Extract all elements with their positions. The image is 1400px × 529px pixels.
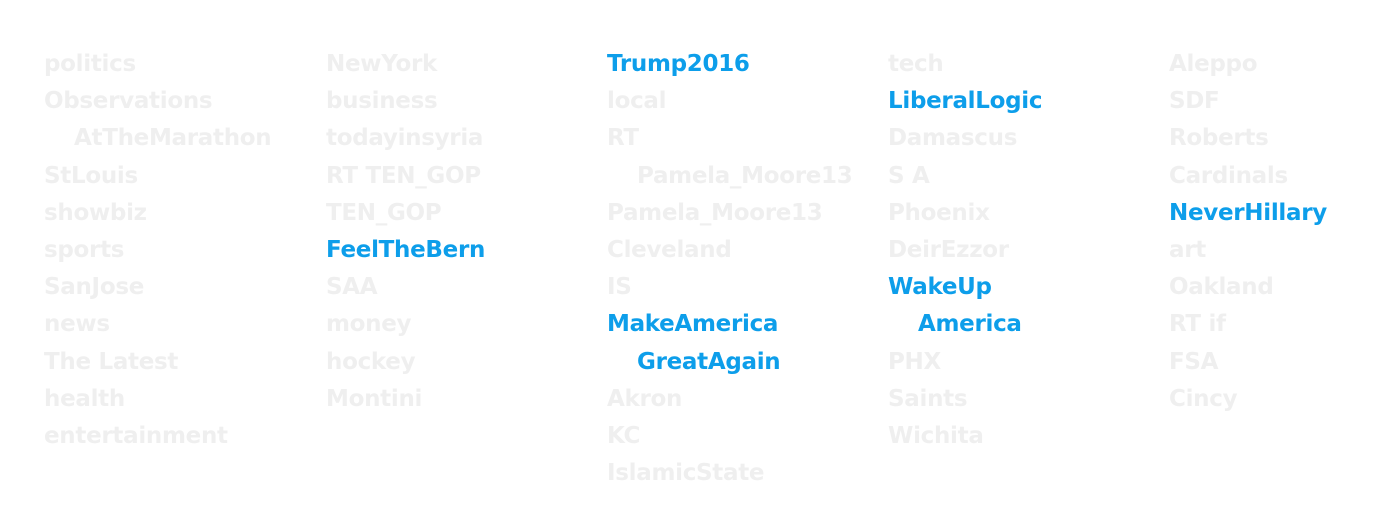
hashtag-term: RT TEN_GOP bbox=[326, 162, 481, 189]
hashtag-term: RT bbox=[607, 125, 639, 152]
hashtag-term: Oakland bbox=[1169, 274, 1274, 301]
hashtag-grid: politics Observations AtTheMarathon StLouis… bbox=[44, 46, 1384, 506]
hashtag-term: SAA bbox=[326, 274, 378, 301]
hashtag-term-highlighted: LiberalLogic bbox=[888, 88, 1043, 115]
hashtag-term-highlighted: America bbox=[918, 311, 1022, 338]
hashtag-column-5: Aleppo SDF Roberts Cardinals NeverHillary art… bbox=[1169, 46, 1400, 418]
hashtag-term: Phoenix bbox=[888, 199, 990, 226]
hashtag-term: sports bbox=[44, 236, 125, 263]
hashtag-column-2: NewYork business todayinsyria RT TEN_GOP TEN… bbox=[326, 46, 601, 418]
hashtag-term: NewYork bbox=[326, 51, 437, 77]
hashtag-term: AtTheMarathon bbox=[74, 125, 272, 152]
hashtag-term: S A bbox=[888, 162, 930, 189]
hashtag-term: SDF bbox=[1169, 88, 1220, 115]
hashtag-term: Cleveland bbox=[607, 236, 732, 263]
hashtag-term-highlighted: WakeUp bbox=[888, 274, 992, 301]
hashtag-term: showbiz bbox=[44, 199, 147, 226]
hashtag-term: todayinsyria bbox=[326, 125, 484, 152]
hashtag-term: Cardinals bbox=[1169, 162, 1288, 189]
hashtag-column-4: tech LiberalLogic Damascus S A Phoenix DeirEz… bbox=[888, 46, 1163, 455]
hashtag-term: Pamela_Moore13 bbox=[637, 162, 853, 189]
hashtag-term: health bbox=[44, 385, 125, 412]
hashtag-term-highlighted: NeverHillary bbox=[1169, 199, 1327, 226]
hashtag-term: Pamela_Moore13 bbox=[607, 199, 823, 226]
hashtag-term: local bbox=[607, 88, 667, 115]
hashtag-term: RT if bbox=[1169, 311, 1226, 338]
hashtag-term: StLouis bbox=[44, 162, 138, 189]
hashtag-term: Akron bbox=[607, 385, 683, 412]
hashtag-column-1: politics Observations AtTheMarathon StLouis… bbox=[44, 46, 319, 455]
hashtag-term: art bbox=[1169, 236, 1206, 263]
hashtag-term: KC bbox=[607, 422, 641, 449]
hashtag-term: Cincy bbox=[1169, 385, 1238, 412]
hashtag-term: Aleppo bbox=[1169, 51, 1258, 77]
hashtag-term: entertainment bbox=[44, 422, 228, 449]
hashtag-term-highlighted: GreatAgain bbox=[637, 348, 781, 375]
hashtag-term: tech bbox=[888, 51, 944, 77]
hashtag-term: Wichita bbox=[888, 422, 984, 449]
hashtag-term: IS bbox=[607, 274, 632, 301]
hashtag-term: Montini bbox=[326, 385, 423, 412]
hashtag-term: FSA bbox=[1169, 348, 1219, 375]
hashtag-term: TEN_GOP bbox=[326, 199, 442, 226]
hashtag-term: IslamicState bbox=[607, 460, 765, 487]
hashtag-term: Observations bbox=[44, 88, 213, 115]
hashtag-term-highlighted: MakeAmerica bbox=[607, 311, 779, 338]
hashtag-term: Roberts bbox=[1169, 125, 1269, 152]
hashtag-column-3: Trump2016 local RT Pamela_Moore13 Pamela_Moo… bbox=[607, 46, 882, 492]
hashtag-term: The Latest bbox=[44, 348, 179, 375]
hashtag-term: SanJose bbox=[44, 274, 145, 301]
hashtag-term-highlighted: Trump2016 bbox=[607, 51, 750, 77]
hashtag-term: money bbox=[326, 311, 412, 338]
hashtag-term: Saints bbox=[888, 385, 968, 412]
hashtag-term: PHX bbox=[888, 348, 941, 375]
hashtag-term: Damascus bbox=[888, 125, 1018, 152]
hashtag-term: hockey bbox=[326, 348, 416, 375]
hashtag-term: business bbox=[326, 88, 438, 115]
hashtag-term-highlighted: FeelTheBern bbox=[326, 236, 486, 263]
hashtag-term: politics bbox=[44, 51, 136, 77]
hashtag-term: DeirEzzor bbox=[888, 236, 1009, 263]
hashtag-term: news bbox=[44, 311, 110, 338]
